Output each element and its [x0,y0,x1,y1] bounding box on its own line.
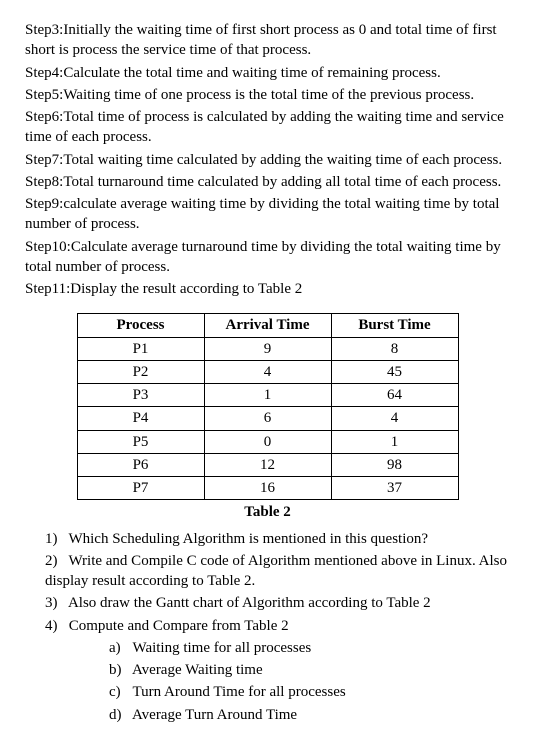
sub-question-text: Turn Around Time for all processes [132,684,345,700]
sub-question-number: a) [109,638,129,658]
step-text: Step11:Display the result according to T… [25,279,510,299]
sub-question-number: c) [109,682,129,702]
sub-question-item: c) Turn Around Time for all processes [109,682,510,702]
cell: 12 [204,453,331,476]
questions-block: 1) Which Scheduling Algorithm is mention… [25,529,510,725]
col-header: Arrival Time [204,314,331,337]
step-text: Step9:calculate average waiting time by … [25,194,510,235]
question-text: Also draw the Gantt chart of Algorithm a… [68,595,431,611]
table-header-row: Process Arrival Time Burst Time [77,314,458,337]
step-text: Step7:Total waiting time calculated by a… [25,150,510,170]
step-text: Step4:Calculate the total time and waiti… [25,63,510,83]
table-row: P3 1 64 [77,384,458,407]
cell: 1 [331,430,458,453]
sub-question-number: b) [109,660,129,680]
step-text: Step8:Total turnaround time calculated b… [25,172,510,192]
cell: 6 [204,407,331,430]
cell: 4 [331,407,458,430]
question-number: 4) [45,616,65,636]
question-text: Compute and Compare from Table 2 [69,618,289,634]
col-header: Process [77,314,204,337]
steps-block: Step3:Initially the waiting time of firs… [25,20,510,299]
question-item: 3) Also draw the Gantt chart of Algorith… [45,593,510,613]
cell: 16 [204,477,331,500]
sub-question-text: Average Waiting time [132,662,263,678]
step-text: Step3:Initially the waiting time of firs… [25,20,510,61]
cell: P7 [77,477,204,500]
table-row: P5 0 1 [77,430,458,453]
question-item: 2) Write and Compile C code of Algorithm… [45,551,510,592]
sub-questions-block: a) Waiting time for all processes b) Ave… [45,638,510,725]
sub-question-text: Waiting time for all processes [132,640,311,656]
sub-question-text: Average Turn Around Time [132,707,297,723]
cell: 4 [204,360,331,383]
sub-question-number: d) [109,705,129,725]
cell: 9 [204,337,331,360]
cell: P6 [77,453,204,476]
step-text: Step10:Calculate average turnaround time… [25,237,510,278]
step-text: Step6:Total time of process is calculate… [25,107,510,148]
sub-question-item: d) Average Turn Around Time [109,705,510,725]
cell: P4 [77,407,204,430]
sub-question-item: a) Waiting time for all processes [109,638,510,658]
cell: P5 [77,430,204,453]
cell: 45 [331,360,458,383]
col-header: Burst Time [331,314,458,337]
question-text: Write and Compile C code of Algorithm me… [45,553,507,589]
question-text: Which Scheduling Algorithm is mentioned … [68,531,428,547]
table-row: P7 16 37 [77,477,458,500]
question-number: 1) [45,529,65,549]
table-row: P4 6 4 [77,407,458,430]
question-number: 3) [45,593,65,613]
table-row: P6 12 98 [77,453,458,476]
table-caption: Table 2 [25,502,510,522]
cell: P2 [77,360,204,383]
cell: 37 [331,477,458,500]
cell: 0 [204,430,331,453]
table-row: P2 4 45 [77,360,458,383]
cell: 64 [331,384,458,407]
question-number: 2) [45,551,65,571]
cell: 8 [331,337,458,360]
process-table: Process Arrival Time Burst Time P1 9 8 P… [77,313,459,500]
cell: 98 [331,453,458,476]
cell: P1 [77,337,204,360]
sub-question-item: b) Average Waiting time [109,660,510,680]
table-row: P1 9 8 [77,337,458,360]
question-item: 1) Which Scheduling Algorithm is mention… [45,529,510,549]
question-item: 4) Compute and Compare from Table 2 [45,616,510,636]
cell: 1 [204,384,331,407]
step-text: Step5:Waiting time of one process is the… [25,85,510,105]
cell: P3 [77,384,204,407]
